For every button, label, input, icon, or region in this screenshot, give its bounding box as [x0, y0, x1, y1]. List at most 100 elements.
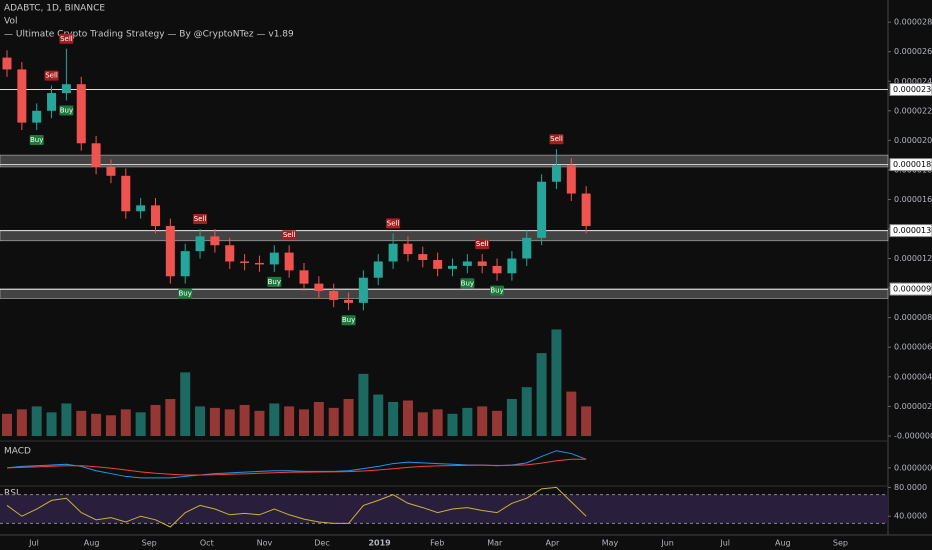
volume-bar — [31, 406, 42, 436]
candle-body — [388, 243, 398, 262]
candle-body — [358, 277, 368, 303]
volume-bar — [150, 404, 161, 436]
y-tick-label: 0.00002800 — [894, 18, 932, 27]
y-tick-label: 0.00001600 — [894, 195, 932, 204]
x-tick-label: Feb — [430, 539, 444, 548]
candle-body — [136, 205, 146, 212]
y-tick-label: 0.00000200 — [894, 402, 932, 411]
candle-body — [165, 226, 175, 277]
volume-bar — [254, 410, 265, 436]
x-tick-label: Jul — [719, 539, 730, 548]
volume-bar — [551, 329, 562, 436]
y-tick-label: 0.00000000 — [894, 463, 932, 472]
volume-bar — [46, 412, 57, 436]
volume-bar — [492, 410, 503, 436]
buy-marker — [341, 315, 356, 326]
volume-bar — [313, 401, 324, 436]
signal-label: Sell — [194, 215, 207, 223]
volume-bar — [462, 407, 473, 436]
signal-label: Buy — [60, 106, 73, 114]
y-tick-label: -0.00000000 — [894, 432, 932, 441]
y-tick-label: 0.00002200 — [894, 106, 932, 115]
volume-bar — [536, 353, 547, 436]
x-tick-label: Apr — [545, 539, 560, 548]
candle-body — [121, 175, 131, 212]
buy-marker — [460, 278, 475, 289]
sell-marker — [386, 218, 401, 229]
candle-body — [537, 181, 547, 238]
buy-marker — [59, 105, 74, 116]
y-tick-label: 0.00000800 — [894, 313, 932, 322]
volume-bar — [581, 406, 592, 436]
x-tick-label: May — [602, 539, 619, 548]
candle-body — [91, 143, 101, 167]
candle-body — [76, 84, 86, 144]
volume-bar — [566, 391, 577, 436]
volume-bar — [195, 406, 206, 436]
y-tick-label: 80.0000 — [894, 483, 927, 492]
level-label-box — [889, 282, 932, 296]
candle-body — [106, 166, 116, 176]
volume-bar — [105, 415, 116, 436]
volume-bar — [76, 410, 87, 436]
candle-body — [522, 237, 532, 259]
candle-body — [462, 261, 472, 266]
volume-bar — [2, 413, 12, 436]
candle-body — [32, 110, 42, 123]
buy-marker — [29, 135, 44, 145]
buy-marker — [267, 276, 282, 287]
volume-bar — [224, 409, 235, 436]
y-tick-label: 0.00002600 — [894, 47, 932, 56]
x-tick-label: Mar — [487, 539, 503, 548]
chart-title: ADABTC, 1D, BINANCE — [4, 4, 105, 14]
candle-body — [507, 258, 517, 274]
volume-bar — [358, 373, 369, 436]
sell-marker — [282, 230, 297, 241]
candle-body — [477, 261, 487, 266]
volume-bar — [402, 400, 413, 436]
candle-body — [61, 84, 71, 94]
x-tick-label: Oct — [200, 539, 214, 548]
volume-bar — [165, 399, 176, 436]
level-label: 0.00002344 — [893, 85, 932, 94]
candle-body — [418, 254, 428, 260]
volume-bar — [135, 412, 146, 436]
candle-body — [17, 69, 27, 123]
candle-body — [269, 252, 279, 265]
volume-bar — [432, 409, 443, 436]
volume-bar — [388, 401, 399, 436]
volume-bar — [299, 409, 309, 436]
sell-marker — [475, 239, 490, 250]
volume-bar — [91, 413, 102, 436]
volume-bar — [521, 387, 532, 436]
y-tick-label: 0.00000600 — [894, 343, 932, 352]
signal-label: Sell — [45, 72, 58, 80]
x-tick-label: Jun — [660, 539, 674, 548]
candle-body — [240, 261, 250, 263]
signal-label: Buy — [490, 287, 503, 295]
sell-marker — [44, 70, 59, 81]
candle-body — [551, 165, 561, 182]
volume-bar — [269, 403, 280, 436]
volume-bar — [373, 394, 384, 436]
y-tick-label: 0.00001200 — [894, 254, 932, 263]
rsi-label: RSI — [4, 489, 19, 499]
level-label: 0.00001836 — [893, 160, 932, 169]
volume-bar — [328, 407, 339, 436]
strategy-label: — Ultimate Crypto Trading Strategy — By … — [4, 30, 294, 40]
level-label-box — [889, 224, 932, 238]
signal-label: Buy — [30, 136, 43, 144]
candle-body — [403, 243, 413, 255]
volume-bar — [417, 412, 428, 436]
x-tick-label: Aug — [775, 539, 791, 548]
buy-marker — [178, 288, 193, 299]
x-tick-label: Nov — [257, 539, 273, 548]
signal-label: Buy — [342, 316, 355, 324]
candle-body — [151, 205, 160, 227]
buy-marker — [490, 285, 505, 296]
volume-bar — [447, 413, 458, 436]
candle-body — [210, 236, 220, 246]
volume-bar — [61, 403, 72, 436]
x-tick-label: Sep — [142, 539, 157, 548]
